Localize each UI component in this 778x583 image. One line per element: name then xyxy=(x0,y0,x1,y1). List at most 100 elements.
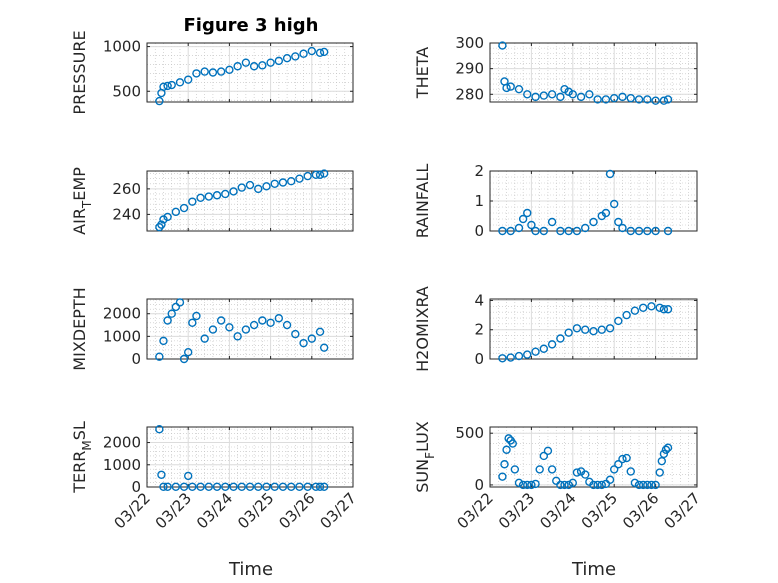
data-point xyxy=(523,208,532,218)
data-point xyxy=(163,81,172,91)
data-point xyxy=(254,482,263,491)
y-tick-label: 2 xyxy=(474,321,484,339)
data-point xyxy=(572,226,582,236)
data-point xyxy=(630,306,640,315)
y-tick-label: 2000 xyxy=(103,434,141,452)
data-point xyxy=(216,67,226,76)
data-point xyxy=(237,482,246,491)
data-point xyxy=(229,187,238,196)
data-point xyxy=(233,332,242,341)
data-point xyxy=(245,180,255,190)
data-point xyxy=(183,471,193,481)
data-point xyxy=(564,226,573,236)
data-point xyxy=(539,91,549,100)
data-point xyxy=(518,480,528,490)
data-point xyxy=(651,480,660,490)
y-axis-label: SUNFLUX xyxy=(413,421,437,493)
data-point xyxy=(291,329,300,339)
data-point xyxy=(581,223,590,233)
plot-area xyxy=(490,299,697,359)
data-point xyxy=(237,183,246,192)
data-point xyxy=(610,93,619,103)
data-point xyxy=(167,309,176,318)
y-tick-label: 240 xyxy=(112,205,141,223)
data-point xyxy=(614,316,623,326)
x-axis-label-left: Time xyxy=(228,559,273,580)
x-tick-label: 03/25 xyxy=(234,489,277,532)
data-point xyxy=(597,325,606,334)
data-point xyxy=(502,83,511,93)
data-point xyxy=(605,475,615,484)
data-point xyxy=(539,226,549,236)
plot-area xyxy=(147,43,353,102)
data-point xyxy=(175,78,185,87)
data-point xyxy=(543,446,553,455)
data-point xyxy=(498,41,507,50)
data-point xyxy=(311,170,321,180)
data-point xyxy=(659,449,669,459)
y-tick-label: 2 xyxy=(474,162,484,180)
y-tick-label: 260 xyxy=(112,180,141,198)
data-point xyxy=(274,56,284,66)
data-point xyxy=(498,354,507,363)
data-point xyxy=(155,96,164,106)
data-point xyxy=(319,47,329,57)
data-point xyxy=(266,318,275,327)
y-axis-label: PRESSURE xyxy=(70,30,89,114)
data-point xyxy=(163,212,172,222)
data-point xyxy=(171,207,181,217)
plot-area xyxy=(147,427,353,487)
data-point xyxy=(527,480,536,490)
data-point xyxy=(655,303,664,312)
panel-h2omixra: 0 2 4 H2OMIXRA xyxy=(413,286,698,372)
axes-box xyxy=(146,42,354,103)
y-axis-label: TERRMSL xyxy=(70,421,94,494)
y-tick-label: 0 xyxy=(131,350,141,368)
data-point xyxy=(506,226,515,236)
y-tick-label: 1 xyxy=(474,192,484,210)
data-point xyxy=(647,480,656,490)
panel-mixdepth: 0 1000 2000 MIXDEPTH xyxy=(70,287,354,371)
data-point xyxy=(622,453,631,463)
data-point xyxy=(295,482,304,491)
data-point xyxy=(643,95,652,104)
x-tick-label: 03/26 xyxy=(619,489,662,532)
data-point xyxy=(556,226,565,236)
data-point xyxy=(311,482,321,491)
data-point xyxy=(514,223,524,233)
data-point xyxy=(576,92,586,102)
data-point xyxy=(610,465,619,474)
plot-area xyxy=(147,171,353,231)
y-tick-label: 280 xyxy=(455,85,484,103)
data-point xyxy=(630,478,640,488)
data-point xyxy=(510,465,520,474)
data-point xyxy=(287,482,296,491)
data-point xyxy=(618,454,627,464)
data-point xyxy=(315,482,325,491)
data-point xyxy=(514,478,524,488)
data-point xyxy=(159,336,168,346)
data-point xyxy=(221,189,230,199)
data-point xyxy=(535,465,544,474)
data-point xyxy=(241,325,251,334)
data-point xyxy=(655,468,664,477)
data-point xyxy=(581,470,590,479)
data-point xyxy=(229,482,238,491)
data-point xyxy=(626,226,635,236)
data-point xyxy=(163,316,172,325)
axes-box xyxy=(146,426,354,488)
data-point xyxy=(556,92,565,102)
data-point xyxy=(179,482,189,491)
data-point xyxy=(221,482,230,491)
data-point xyxy=(262,482,271,491)
axes-box xyxy=(146,298,354,360)
y-tick-label: 1000 xyxy=(103,38,141,56)
data-point xyxy=(307,46,316,56)
data-point xyxy=(270,179,279,188)
y-tick-label: 290 xyxy=(455,60,484,78)
y-tick-label: 4 xyxy=(474,291,484,309)
data-point xyxy=(647,302,656,311)
data-point xyxy=(163,482,172,491)
panel-rainfall: 0 1 2 RAINFALL xyxy=(413,162,698,240)
